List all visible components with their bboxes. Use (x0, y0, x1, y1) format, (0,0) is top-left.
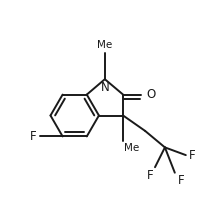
Text: F: F (30, 130, 37, 143)
Text: Me: Me (124, 143, 139, 153)
Text: F: F (147, 169, 153, 182)
Text: O: O (147, 88, 156, 101)
Text: Me: Me (97, 40, 113, 50)
Text: N: N (101, 81, 109, 94)
Text: F: F (188, 148, 195, 162)
Text: F: F (177, 174, 184, 187)
